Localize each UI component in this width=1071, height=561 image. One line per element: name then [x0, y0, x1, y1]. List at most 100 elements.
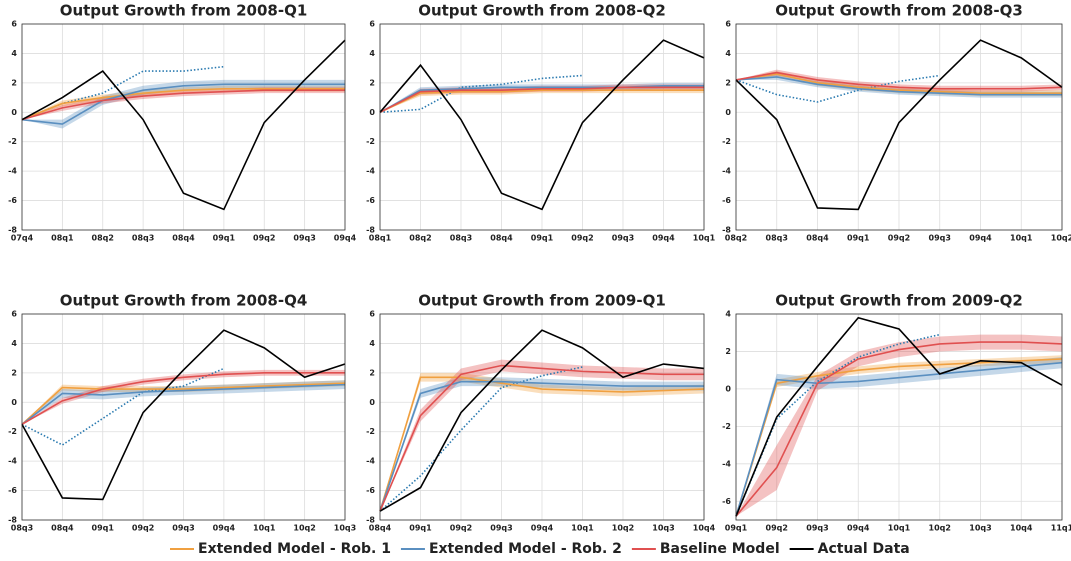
- y-tick-label: 4: [11, 49, 17, 58]
- y-tick-label: 2: [369, 368, 375, 377]
- y-tick-label: -4: [722, 167, 731, 176]
- x-tick-label: 09q1: [531, 234, 554, 243]
- x-tick-label: 08q4: [490, 234, 513, 243]
- x-tick-label: 10q3: [969, 524, 991, 533]
- y-tick-label: -8: [722, 226, 731, 235]
- x-tick-label: 08q4: [172, 234, 195, 243]
- legend-label: Baseline Model: [660, 541, 780, 557]
- chart-title: Output Growth from 2008-Q3: [775, 2, 1023, 20]
- plot-frame: [735, 23, 1063, 231]
- x-tick-label: 09q1: [409, 524, 432, 533]
- chart-title: Output Growth from 2008-Q2: [418, 2, 666, 20]
- y-tick-label: 0: [11, 398, 17, 407]
- y-tick-label: 6: [369, 20, 375, 29]
- y-tick-label: 4: [369, 339, 375, 348]
- series-line: [21, 372, 345, 426]
- x-tick-label: 09q4: [213, 524, 236, 533]
- x-tick-label: 08q3: [450, 234, 472, 243]
- series-line: [21, 83, 345, 125]
- x-tick-label: 10q2: [612, 524, 634, 533]
- legend-label: Actual Data: [818, 541, 910, 557]
- x-tick-label: 09q2: [571, 234, 593, 243]
- y-tick-label: 6: [11, 310, 17, 319]
- x-tick-label: 09q4: [531, 524, 554, 533]
- plot-frame: [379, 23, 705, 231]
- x-tick-label: 09q4: [652, 234, 675, 243]
- confidence-band: [22, 380, 345, 425]
- series-line: [379, 364, 704, 512]
- series-line: [21, 39, 346, 211]
- y-tick-label: -2: [366, 137, 375, 146]
- x-tick-label: 10q1: [888, 524, 911, 533]
- x-tick-label: 10q1: [693, 234, 716, 243]
- y-tick-label: -2: [722, 422, 731, 431]
- y-tick-label: 4: [725, 49, 731, 58]
- x-tick-label: 09q3: [293, 234, 315, 243]
- confidence-band: [736, 334, 1062, 517]
- y-tick-label: -4: [366, 457, 375, 466]
- x-tick-label: 09q3: [929, 234, 951, 243]
- series-line: [21, 329, 346, 501]
- x-tick-label: 08q3: [766, 234, 788, 243]
- confidence-band: [736, 74, 1062, 98]
- y-tick-label: -2: [366, 427, 375, 436]
- series-line: [735, 76, 1062, 96]
- y-tick-label: 2: [11, 78, 17, 87]
- y-tick-label: 0: [369, 398, 375, 407]
- series-line: [735, 71, 1063, 90]
- y-tick-label: -8: [366, 226, 375, 235]
- x-tick-label: 09q3: [490, 524, 512, 533]
- y-tick-label: -4: [722, 459, 731, 468]
- y-tick-label: -4: [8, 457, 17, 466]
- series-line: [21, 382, 346, 425]
- y-tick-label: -6: [8, 486, 17, 495]
- x-tick-label: 10q3: [652, 524, 674, 533]
- legend-label: Extended Model - Rob. 1: [198, 541, 391, 557]
- y-tick-label: -2: [8, 137, 17, 146]
- plot-frame: [21, 23, 346, 231]
- chart-title: Output Growth from 2008-Q1: [60, 2, 308, 20]
- x-tick-label: 09q2: [253, 234, 275, 243]
- y-tick-label: -2: [8, 427, 17, 436]
- x-tick-label: 07q4: [11, 234, 34, 243]
- y-tick-label: 6: [369, 310, 375, 319]
- y-tick-label: 2: [369, 78, 375, 87]
- y-tick-label: 0: [725, 384, 731, 393]
- x-tick-label: 08q2: [409, 234, 431, 243]
- y-tick-label: -6: [722, 497, 731, 506]
- series-line: [379, 376, 705, 512]
- x-tick-label: 10q3: [334, 524, 356, 533]
- y-tick-label: -4: [8, 167, 17, 176]
- y-tick-label: -6: [366, 196, 375, 205]
- x-tick-label: 09q2: [132, 524, 154, 533]
- plot-frame: [21, 313, 346, 521]
- series-line: [379, 39, 705, 211]
- dotted-line: [379, 74, 583, 114]
- dotted-line: [379, 366, 583, 512]
- series-line: [379, 380, 704, 512]
- x-tick-label: 08q3: [132, 234, 154, 243]
- x-tick-label: 08q4: [369, 524, 392, 533]
- y-tick-label: 4: [369, 49, 375, 58]
- series-line: [21, 87, 345, 121]
- series-line: [379, 89, 704, 114]
- y-tick-label: 2: [725, 347, 731, 356]
- series-line: [735, 39, 1063, 211]
- y-tick-label: -4: [366, 167, 375, 176]
- x-tick-label: 08q4: [51, 524, 74, 533]
- y-tick-label: 0: [369, 108, 375, 117]
- dotted-line: [735, 74, 940, 103]
- series-line: [21, 383, 346, 425]
- series-line: [735, 73, 1062, 94]
- y-tick-label: 2: [11, 368, 17, 377]
- x-tick-label: 09q1: [213, 234, 236, 243]
- x-tick-label: 09q3: [806, 524, 828, 533]
- x-tick-label: 10q1: [253, 524, 276, 533]
- x-tick-label: 10q4: [1010, 524, 1033, 533]
- x-tick-label: 08q1: [51, 234, 74, 243]
- y-tick-label: 0: [725, 108, 731, 117]
- y-tick-label: -8: [366, 516, 375, 525]
- y-tick-label: -2: [722, 137, 731, 146]
- y-tick-label: 4: [725, 310, 731, 319]
